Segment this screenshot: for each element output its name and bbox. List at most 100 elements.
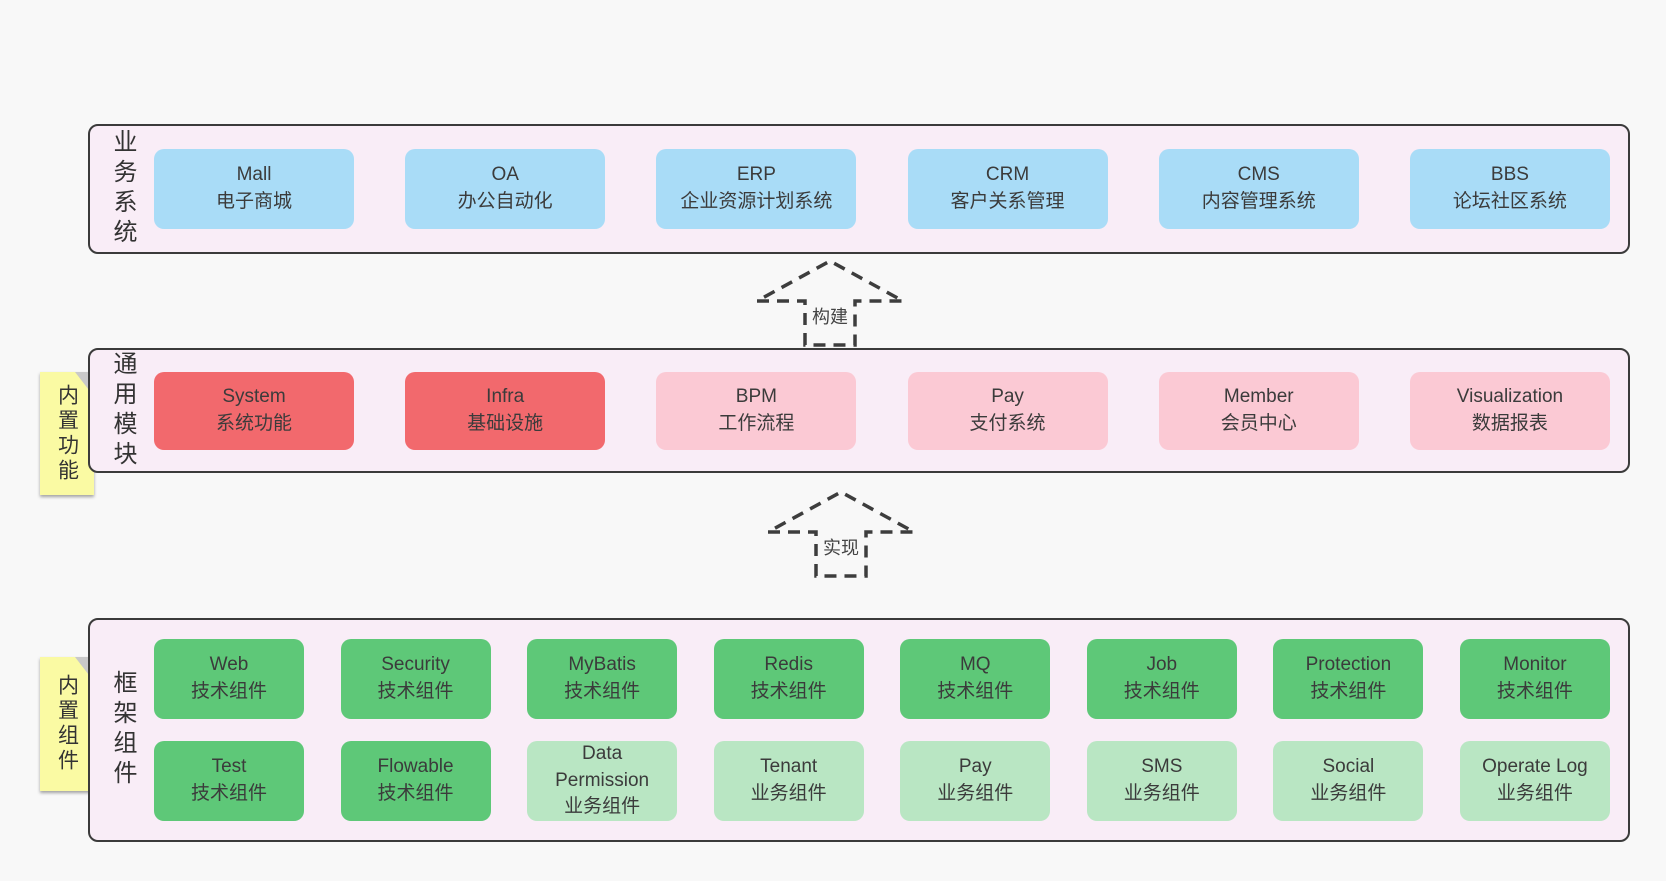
arrow-label-implement: 实现 bbox=[818, 532, 864, 562]
sticky-note-built-in-components: 内置组件 bbox=[40, 657, 99, 791]
box-mall: Mall 电子商城 bbox=[154, 149, 354, 229]
arrow-label-build: 构建 bbox=[807, 301, 853, 331]
box-subtitle: 企业资源计划系统 bbox=[680, 191, 833, 212]
box-subtitle: 技术组件 bbox=[937, 681, 1014, 702]
box-title: Monitor bbox=[1503, 654, 1567, 676]
box-pay-component: Pay 业务组件 bbox=[900, 741, 1051, 821]
box-subtitle: 论坛社区系统 bbox=[1452, 191, 1567, 212]
box-cms: CMS 内容管理系统 bbox=[1158, 149, 1359, 229]
sticky-note-text: 内置组件 bbox=[55, 674, 79, 774]
modules-box-row: System 系统功能 Infra 基础设施 BPM 工作流程 Pay 支付系统… bbox=[154, 371, 1610, 450]
box-visualization: Visualization 数据报表 bbox=[1409, 371, 1610, 450]
box-title: Pay bbox=[958, 756, 992, 778]
box-subtitle: 数据报表 bbox=[1471, 412, 1548, 434]
box-protection: Protection 技术组件 bbox=[1273, 639, 1424, 719]
box-subtitle: 技术组件 bbox=[377, 681, 454, 702]
box-system: System 系统功能 bbox=[154, 371, 354, 450]
box-title: Web bbox=[209, 654, 249, 676]
build-arrow-icon: 构建 bbox=[745, 255, 915, 347]
box-subtitle: 业务组件 bbox=[1310, 783, 1387, 804]
box-subtitle: 内容管理系统 bbox=[1201, 191, 1316, 212]
box-title: Operate Log bbox=[1482, 756, 1588, 778]
box-subtitle: 技术组件 bbox=[750, 681, 827, 702]
box-operate-log: Operate Log 业务组件 bbox=[1459, 741, 1610, 821]
box-pay-module: Pay 支付系统 bbox=[907, 371, 1108, 450]
box-subtitle: 办公自动化 bbox=[457, 191, 553, 212]
box-title: SMS bbox=[1141, 756, 1183, 778]
box-title: OA bbox=[491, 164, 519, 186]
box-web: Web 技术组件 bbox=[154, 639, 304, 719]
layer-common-modules: 内置功能 通用模块 System 系统功能 Infra 基础设施 BPM 工作流… bbox=[40, 348, 1630, 495]
box-title: CMS bbox=[1237, 164, 1280, 186]
box-title: MyBatis bbox=[568, 654, 636, 676]
box-title: Tenant bbox=[760, 756, 818, 778]
box-subtitle: 技术组件 bbox=[377, 783, 454, 804]
sticky-note-built-in-features: 内置功能 bbox=[40, 372, 99, 495]
box-mq: MQ 技术组件 bbox=[900, 639, 1051, 719]
box-subtitle: 业务组件 bbox=[937, 783, 1014, 804]
box-subtitle: 技术组件 bbox=[1496, 681, 1573, 702]
box-monitor: Monitor 技术组件 bbox=[1459, 639, 1610, 719]
components-box-grid: Web 技术组件 Security 技术组件 MyBatis 技术组件 Redi… bbox=[154, 639, 1610, 821]
box-subtitle: 技术组件 bbox=[190, 681, 267, 702]
box-sms: SMS 业务组件 bbox=[1086, 741, 1237, 821]
box-infra: Infra 基础设施 bbox=[405, 371, 606, 450]
box-subtitle: 会员中心 bbox=[1220, 412, 1297, 434]
box-job: Job 技术组件 bbox=[1086, 639, 1237, 719]
up-arrow-dashed-icon bbox=[767, 490, 915, 578]
box-subtitle: 技术组件 bbox=[564, 681, 641, 702]
box-subtitle: 系统功能 bbox=[215, 412, 292, 434]
box-title: Job bbox=[1146, 654, 1178, 676]
box-title: Data Permission bbox=[555, 742, 650, 791]
box-subtitle: 电子商城 bbox=[215, 191, 292, 212]
layer-framework-components: 内置组件 框架组件 Web 技术组件 Security 技术组件 MyBatis… bbox=[40, 618, 1630, 842]
box-test: Test 技术组件 bbox=[154, 741, 304, 821]
box-subtitle: 技术组件 bbox=[1310, 681, 1387, 702]
box-tenant: Tenant 业务组件 bbox=[713, 741, 864, 821]
box-bbs: BBS 论坛社区系统 bbox=[1409, 149, 1610, 229]
box-title: Infra bbox=[486, 385, 525, 407]
layer-label-business: 业务系统 bbox=[109, 129, 136, 249]
box-title: Flowable bbox=[377, 756, 454, 778]
layer-label-modules: 通用模块 bbox=[109, 350, 136, 471]
box-subtitle: 客户关系管理 bbox=[950, 191, 1065, 212]
box-subtitle: 业务组件 bbox=[1123, 783, 1200, 804]
box-title: CRM bbox=[985, 164, 1030, 186]
box-title: Protection bbox=[1305, 654, 1392, 676]
box-title: BPM bbox=[735, 385, 777, 407]
layer-label-components: 框架组件 bbox=[109, 670, 136, 790]
business-box-row: Mall 电子商城 OA 办公自动化 ERP 企业资源计划系统 CRM 客户关系… bbox=[154, 149, 1610, 229]
box-title: Member bbox=[1223, 385, 1294, 407]
box-subtitle: 工作流程 bbox=[718, 412, 795, 434]
box-title: Visualization bbox=[1456, 385, 1564, 407]
box-subtitle: 基础设施 bbox=[467, 412, 544, 434]
box-data-permission: Data Permission 业务组件 bbox=[527, 741, 678, 821]
box-title: System bbox=[222, 385, 286, 407]
box-mybatis: MyBatis 技术组件 bbox=[527, 639, 678, 719]
box-title: Social bbox=[1322, 756, 1375, 778]
box-subtitle: 业务组件 bbox=[1496, 783, 1573, 804]
box-title: Redis bbox=[764, 654, 813, 676]
box-title: MQ bbox=[959, 654, 991, 676]
box-subtitle: 业务组件 bbox=[564, 796, 641, 818]
layer-business-systems: 业务系统 Mall 电子商城 OA 办公自动化 ERP 企业资源计划系统 CRM… bbox=[88, 124, 1630, 254]
box-redis: Redis 技术组件 bbox=[713, 639, 864, 719]
box-oa: OA 办公自动化 bbox=[405, 149, 606, 229]
box-title: Test bbox=[211, 756, 247, 778]
box-flowable: Flowable 技术组件 bbox=[340, 741, 491, 821]
box-subtitle: 业务组件 bbox=[750, 783, 827, 804]
box-social: Social 业务组件 bbox=[1273, 741, 1424, 821]
box-title: Security bbox=[381, 654, 450, 676]
box-subtitle: 技术组件 bbox=[1123, 681, 1200, 702]
box-subtitle: 技术组件 bbox=[190, 783, 267, 804]
box-bpm: BPM 工作流程 bbox=[656, 371, 857, 450]
box-crm: CRM 客户关系管理 bbox=[907, 149, 1108, 229]
box-subtitle: 支付系统 bbox=[969, 412, 1046, 434]
box-member: Member 会员中心 bbox=[1158, 371, 1359, 450]
box-title: ERP bbox=[736, 164, 776, 186]
box-erp: ERP 企业资源计划系统 bbox=[656, 149, 857, 229]
up-arrow-dashed-icon bbox=[756, 259, 904, 347]
box-title: Pay bbox=[991, 385, 1024, 407]
implement-arrow-icon: 实现 bbox=[756, 486, 926, 578]
sticky-note-text: 内置功能 bbox=[55, 383, 79, 484]
